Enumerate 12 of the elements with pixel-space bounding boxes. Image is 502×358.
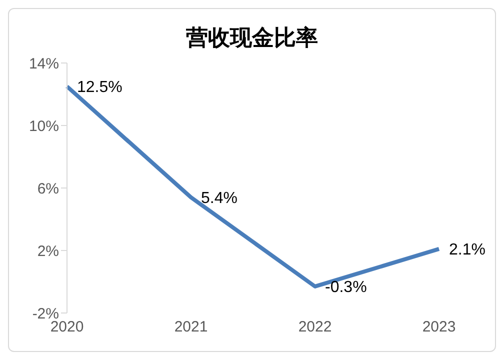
data-label: 12.5%: [77, 79, 122, 96]
x-tick-label: 2022: [298, 318, 332, 336]
y-tick-label: 2%: [37, 242, 59, 260]
chart-title: 营收现金比率: [185, 24, 319, 53]
data-label: -0.3%: [325, 279, 367, 296]
y-tick-label: 14%: [28, 55, 59, 72]
data-label: 5.4%: [201, 190, 238, 208]
y-tick-label: 10%: [28, 118, 59, 135]
data-label: 2.1%: [449, 242, 486, 259]
x-tick-label: 2021: [174, 318, 208, 336]
y-tick-label: 6%: [37, 180, 59, 198]
x-tick-label: 2023: [422, 318, 456, 336]
